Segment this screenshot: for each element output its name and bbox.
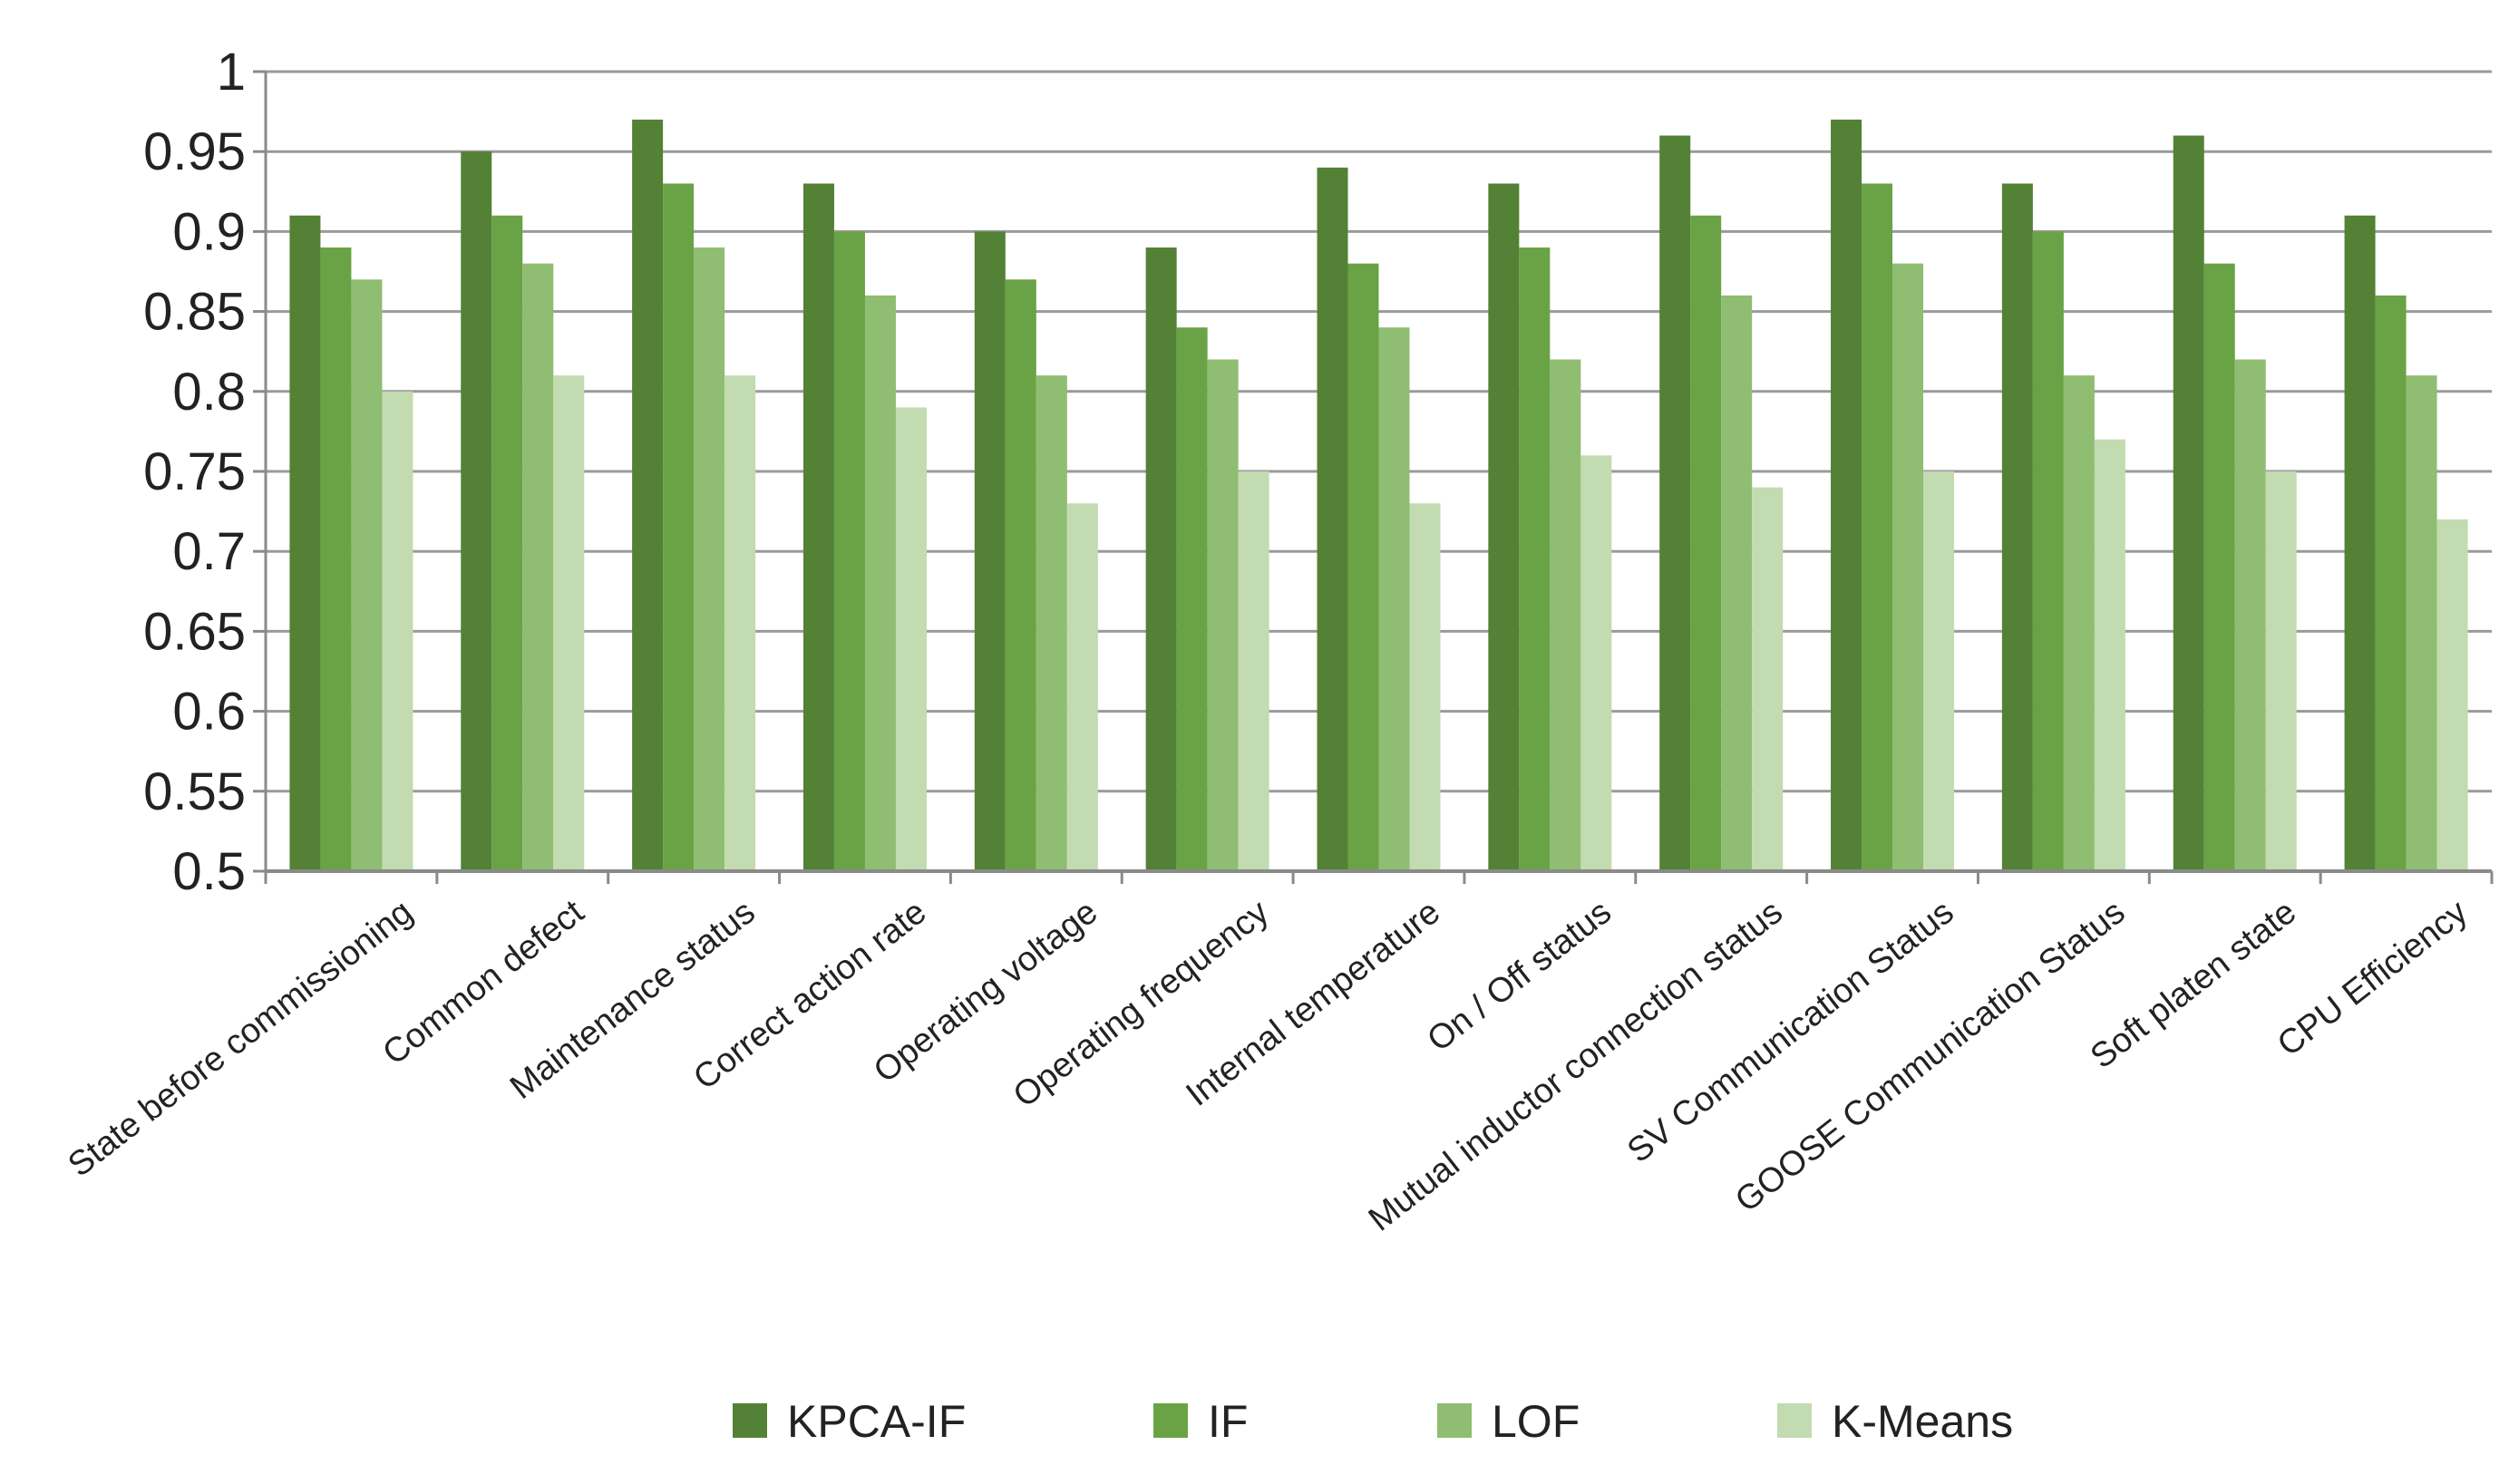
bar-lof: [2406, 375, 2437, 871]
x-category-label: SV Communication Status: [1620, 893, 1960, 1170]
bar-lof: [351, 279, 383, 871]
bar-lof: [1036, 375, 1067, 871]
legend-label: K-Means: [1832, 1396, 2013, 1447]
bar-kpca-if: [1145, 247, 1177, 871]
bar-k-means: [2265, 471, 2297, 871]
x-category-label: CPU Efficiency: [2271, 893, 2475, 1064]
legend-label: LOF: [1492, 1396, 1580, 1447]
bar-if: [2032, 231, 2064, 871]
bar-lof: [2234, 359, 2266, 871]
legend-swatch: [1153, 1403, 1188, 1438]
bar-kpca-if: [461, 151, 492, 871]
bar-kpca-if: [2173, 135, 2204, 871]
bar-kpca-if: [289, 215, 321, 871]
y-tick-label: 1: [217, 43, 246, 102]
axes: [264, 72, 2494, 884]
bar-lof: [2063, 375, 2095, 871]
bar-k-means: [1580, 455, 1612, 871]
y-axis-tick-labels: 0.5 0.55 0.6 0.65 0.7 0.75 0.8 0.85 0.9 0.95 1: [143, 43, 246, 901]
bar-kpca-if: [1317, 167, 1348, 872]
bar-k-means: [1409, 503, 1441, 871]
bar-k-means: [2436, 519, 2468, 871]
x-category-label: State before commissioning: [62, 893, 420, 1185]
bar-if: [1862, 183, 1893, 872]
bar-if: [491, 215, 523, 871]
y-tick-label: 0.85: [143, 283, 246, 342]
bar-lof: [1550, 359, 1581, 871]
y-tick-label: 0.9: [172, 202, 246, 261]
legend: KPCA-IF IF LOF K-Means: [733, 1396, 2013, 1447]
legend-swatch: [1437, 1403, 1472, 1438]
bar-lof: [522, 263, 554, 871]
y-tick-label: 0.6: [172, 683, 246, 742]
bar-if: [2375, 295, 2407, 872]
bar-lof: [864, 295, 896, 872]
bar-if: [320, 247, 352, 871]
bar-k-means: [2094, 439, 2125, 871]
bar-lof: [1892, 263, 1924, 871]
bar-lof: [1378, 327, 1410, 871]
bar-kpca-if: [1488, 183, 1520, 872]
y-tick-label: 0.8: [172, 363, 246, 422]
bar-kpca-if: [632, 119, 664, 872]
legend-label: IF: [1208, 1396, 1248, 1447]
bar-k-means: [895, 407, 927, 871]
bar-kpca-if: [2001, 183, 2033, 872]
legend-label: KPCA-IF: [787, 1396, 966, 1447]
bar-kpca-if: [2344, 215, 2376, 871]
legend-swatch: [1777, 1403, 1812, 1438]
bar-lof: [1207, 359, 1239, 871]
y-tick-label: 0.95: [143, 122, 246, 181]
bar-k-means: [553, 375, 585, 871]
bar-k-means: [1238, 471, 1269, 871]
bar-if: [1347, 263, 1379, 871]
bar-kpca-if: [974, 231, 1006, 871]
legend-swatch: [733, 1403, 767, 1438]
bar-lof: [694, 247, 725, 871]
bar-lof: [1721, 295, 1753, 872]
bar-k-means: [1752, 487, 1784, 871]
bar-if: [1176, 327, 1208, 871]
bar-if: [833, 231, 865, 871]
y-tick-label: 0.55: [143, 762, 246, 821]
y-tick-label: 0.75: [143, 442, 246, 501]
bar-k-means: [1923, 471, 1955, 871]
bar-k-means: [724, 375, 756, 871]
bar-k-means: [1066, 503, 1098, 871]
y-tick-label: 0.7: [172, 522, 246, 581]
bar-if: [663, 183, 695, 872]
bar-if: [2203, 263, 2235, 871]
bar-if: [1519, 247, 1551, 871]
bars: [289, 119, 2468, 872]
bar-k-means: [382, 391, 413, 871]
bar-if: [1690, 215, 1722, 871]
bar-kpca-if: [802, 183, 834, 872]
y-tick-label: 0.65: [143, 602, 246, 661]
bar-if: [1005, 279, 1036, 871]
y-tick-label: 0.5: [172, 842, 246, 901]
bar-kpca-if: [1831, 119, 1862, 872]
bar-kpca-if: [1659, 135, 1691, 871]
